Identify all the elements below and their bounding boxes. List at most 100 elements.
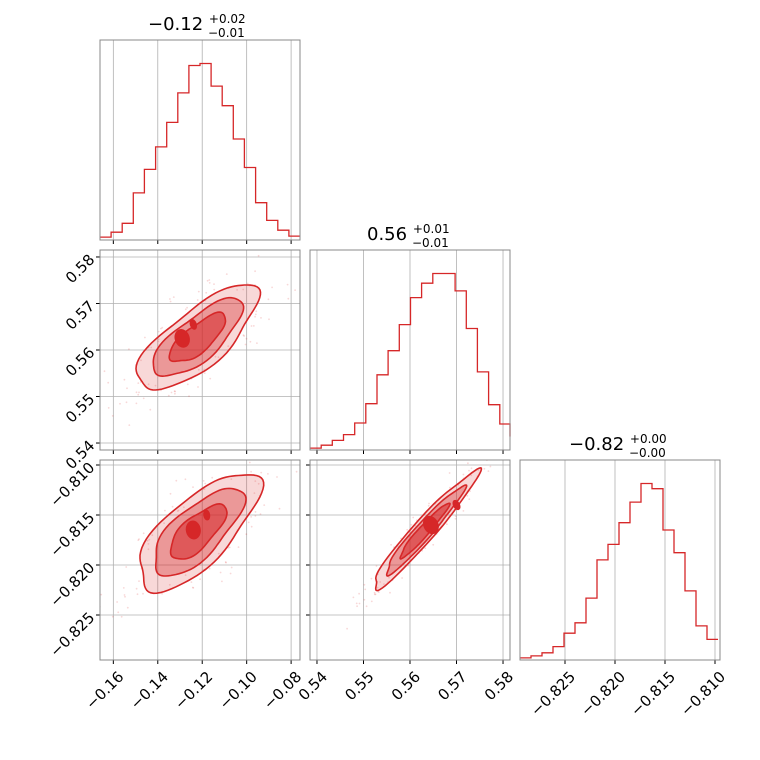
y-tick-label: 0.55 (62, 390, 98, 426)
panel-frame (309, 249, 511, 451)
sample-point (254, 315, 256, 318)
sample-point (250, 470, 253, 473)
sample-point (370, 600, 373, 603)
sample-point (160, 327, 162, 330)
sample-point (227, 345, 230, 348)
sample-point (100, 593, 103, 596)
x-tick-label: 0.57 (434, 668, 470, 704)
sample-point (111, 615, 114, 618)
x-tick-label: −0.825 (527, 668, 579, 720)
sample-point (147, 383, 150, 386)
sample-point (449, 486, 451, 489)
sample-point (267, 298, 270, 301)
sample-point (489, 465, 492, 468)
contour-peak (185, 520, 201, 540)
sample-point (373, 591, 376, 594)
sample-point (175, 479, 178, 482)
sample-point (390, 543, 392, 546)
sample-point (137, 393, 140, 396)
sample-point (209, 377, 212, 380)
sample-point (186, 306, 189, 309)
sample-point (123, 378, 126, 381)
title-param-1-minus: −0.01 (412, 236, 449, 250)
y-tick-label: −0.825 (46, 609, 98, 661)
x-tick-label: −0.12 (171, 668, 216, 713)
x-tick-label: 0.55 (341, 668, 377, 704)
sample-point (135, 391, 138, 394)
contour-content (346, 440, 509, 630)
sample-point (169, 300, 172, 303)
sample-point (123, 594, 126, 596)
sample-point (125, 401, 128, 404)
sample-point (267, 473, 269, 475)
sample-point (259, 513, 262, 515)
panel-contour-0-2 (96, 459, 301, 664)
sample-point (169, 492, 172, 495)
sample-point (271, 286, 273, 289)
sample-point (168, 583, 171, 586)
sample-point (428, 502, 430, 505)
sample-point (184, 478, 187, 481)
sample-point (125, 566, 128, 568)
sample-point (146, 539, 149, 542)
sample-point (255, 310, 258, 313)
sample-point (197, 368, 200, 371)
sample-point (107, 381, 110, 384)
sample-point (228, 546, 231, 549)
sample-point (136, 593, 139, 596)
sample-point (356, 605, 358, 608)
sample-point (432, 543, 435, 546)
sample-point (176, 510, 179, 512)
sample-point (454, 515, 457, 518)
sample-point (487, 470, 490, 472)
sample-point (135, 587, 138, 590)
sample-point (406, 528, 409, 531)
sample-point (203, 372, 206, 374)
sample-point (172, 296, 175, 298)
sample-point (470, 467, 473, 470)
histogram-2 (520, 482, 718, 659)
y-tick-label: −0.815 (46, 509, 98, 561)
title-param-0-minus: −0.01 (208, 26, 245, 40)
sample-point (183, 506, 185, 509)
sample-point (157, 330, 160, 333)
sample-point (448, 472, 451, 474)
sample-point (163, 522, 166, 525)
sample-point (188, 395, 190, 398)
sample-point (491, 458, 493, 460)
contour-level-3 (399, 502, 451, 560)
sample-point (192, 486, 194, 488)
sample-point (250, 525, 253, 528)
sample-point (287, 297, 290, 300)
sample-point (363, 598, 366, 601)
sample-point (147, 548, 150, 551)
sample-point (507, 441, 509, 443)
contour-content (103, 254, 296, 426)
sample-point (250, 325, 253, 327)
sample-point (230, 478, 233, 480)
sample-point (358, 602, 361, 605)
sample-point (142, 592, 144, 595)
contour-peak (422, 515, 439, 535)
y-tick-label: −0.820 (46, 559, 98, 611)
sample-point (167, 394, 170, 397)
sample-point (286, 283, 289, 286)
sample-point (191, 586, 194, 589)
sample-point (246, 282, 249, 285)
sample-point (257, 482, 260, 485)
sample-point (257, 254, 260, 257)
sample-point (202, 480, 205, 482)
title-param-2-value: −0.82 (569, 434, 624, 455)
sample-point (150, 346, 153, 349)
y-tick-label: 0.58 (62, 251, 98, 287)
sample-point (483, 467, 486, 470)
sample-point (489, 440, 491, 442)
sample-point (208, 567, 211, 570)
sample-point (111, 415, 114, 417)
axis-tick-labels: −0.16 −0.14 −0.12 −0.10 −0.080.54 0.55 0.56 0.5… (46, 251, 729, 720)
sample-point (466, 494, 469, 497)
sample-point (245, 337, 248, 340)
sample-point (254, 511, 257, 513)
sample-point (446, 523, 448, 526)
sample-point (124, 595, 126, 598)
